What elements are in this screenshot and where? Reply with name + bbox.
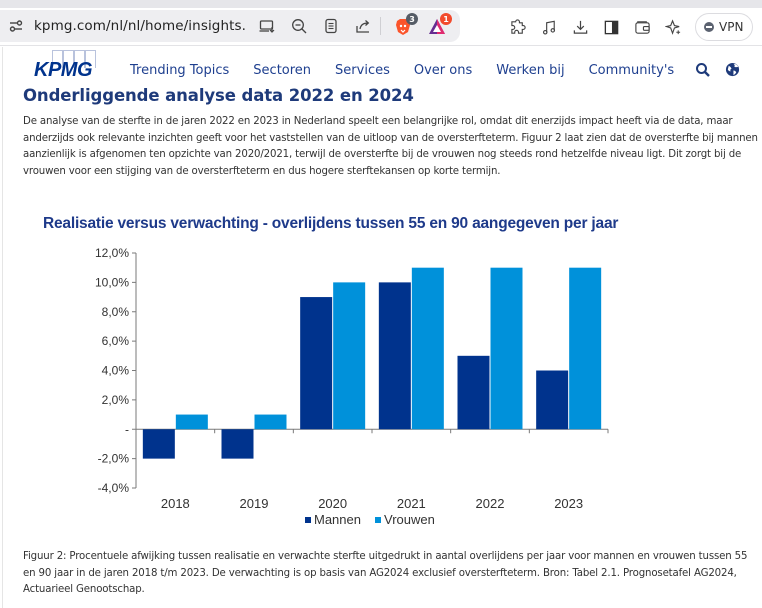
chart-title: Realisatie versus verwachting - overlijd… xyxy=(43,215,619,232)
page-title: Onderliggende analyse data 2022 en 2024 xyxy=(23,86,414,105)
x-tick-label: 2019 xyxy=(240,496,269,511)
extensions-icon[interactable] xyxy=(505,14,531,40)
nav-werken-bij[interactable]: Werken bij xyxy=(496,63,565,78)
vpn-label: VPN xyxy=(719,20,744,34)
bar-mannen-2021 xyxy=(378,282,411,430)
divider xyxy=(380,17,381,35)
chart-figure: Realisatie versus verwachting - overlijd… xyxy=(30,205,640,535)
rewards-triangle-icon xyxy=(429,19,445,34)
intro-paragraph: De analyse van de sterfte in de jaren 20… xyxy=(23,116,758,177)
y-tick-label: - xyxy=(125,422,129,436)
y-tick-label: 2,0% xyxy=(102,393,130,407)
shields-badge: 3 xyxy=(406,13,418,25)
nav-communitys[interactable]: Community's xyxy=(588,63,675,78)
search-icon[interactable] xyxy=(695,62,711,78)
kpmg-logo[interactable]: KPMG xyxy=(34,50,102,82)
bar-mannen-2022 xyxy=(457,355,490,430)
bar-mannen-2018 xyxy=(142,429,175,459)
bar-vrouwen-2018 xyxy=(175,414,208,430)
bar-chart: 12,0% 10,0% 8,0% 6,0% 4,0% 2,0% - -2,0% -4,0% 201… xyxy=(95,246,609,527)
nav-over-ons[interactable]: Over ons xyxy=(413,63,473,78)
x-tick-label: 2022 xyxy=(476,496,505,511)
brave-rewards-button[interactable]: 1 xyxy=(425,13,452,38)
x-tick-label: 2018 xyxy=(161,496,190,511)
y-tick-label: 4,0% xyxy=(102,364,130,378)
nav-sectoren[interactable]: Sectoren xyxy=(253,63,312,78)
legend-label-mannen: Mannen xyxy=(314,512,361,527)
y-tick-label: 6,0% xyxy=(102,334,130,348)
browser-toolbar: kpmg.com/nl/nl/home/insights... 3 1 xyxy=(0,8,762,46)
legend-label-vrouwen: Vrouwen xyxy=(384,512,435,527)
figure-caption: Figuur 2: Procentuele afwijking tussen r… xyxy=(23,551,748,595)
nav-services[interactable]: Services xyxy=(335,63,390,78)
wallet-icon[interactable] xyxy=(629,14,655,40)
legend-swatch-mannen xyxy=(305,517,311,523)
share-icon[interactable] xyxy=(352,15,374,37)
brave-shields-button[interactable]: 3 xyxy=(391,13,418,38)
vpn-status-icon xyxy=(704,22,714,32)
page-border xyxy=(2,47,3,608)
y-tick-label: 10,0% xyxy=(95,275,129,289)
sidebar-icon[interactable] xyxy=(598,14,624,40)
legend-swatch-vrouwen xyxy=(375,517,381,523)
install-app-icon[interactable] xyxy=(256,15,278,37)
vpn-button[interactable]: VPN xyxy=(695,13,754,41)
x-tick-label: 2023 xyxy=(554,496,583,511)
main-nav: Trending Topics Sectoren Services Over o… xyxy=(130,63,698,78)
y-tick-label: -4,0% xyxy=(98,481,130,495)
bar-vrouwen-2023 xyxy=(569,267,602,430)
downloads-icon[interactable] xyxy=(567,14,593,40)
x-tick-label: 2021 xyxy=(397,496,426,511)
zoom-out-icon[interactable] xyxy=(288,15,310,37)
media-icon[interactable] xyxy=(536,14,562,40)
bar-mannen-2019 xyxy=(221,429,254,459)
tab-strip xyxy=(0,0,762,8)
y-tick-label: 8,0% xyxy=(102,305,130,319)
logo-boxes xyxy=(52,50,96,68)
y-tick-label: 12,0% xyxy=(95,246,129,260)
bar-vrouwen-2020 xyxy=(333,282,366,430)
bar-mannen-2023 xyxy=(536,370,569,430)
nav-trending-topics[interactable]: Trending Topics xyxy=(130,63,230,78)
bar-vrouwen-2022 xyxy=(490,267,523,430)
url-text[interactable]: kpmg.com/nl/nl/home/insights... xyxy=(34,18,246,34)
globe-icon[interactable] xyxy=(725,62,740,77)
y-tick-label: -2,0% xyxy=(98,452,130,466)
bar-mannen-2020 xyxy=(300,297,333,430)
reader-mode-icon[interactable] xyxy=(320,15,342,37)
leo-ai-icon[interactable] xyxy=(660,14,686,40)
rewards-badge: 1 xyxy=(440,13,452,25)
bar-vrouwen-2021 xyxy=(411,267,444,430)
logo-text: KPMG xyxy=(34,59,93,81)
address-bar[interactable]: kpmg.com/nl/nl/home/insights... 3 1 xyxy=(0,10,460,42)
site-info-icon[interactable] xyxy=(2,16,30,36)
x-tick-label: 2020 xyxy=(318,496,347,511)
bar-vrouwen-2019 xyxy=(254,414,287,430)
brave-lion-icon xyxy=(396,19,410,35)
